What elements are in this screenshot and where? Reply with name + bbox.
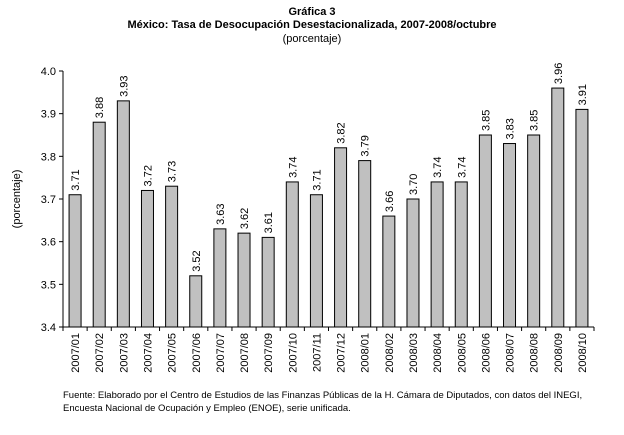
bar-value-label: 3.85 <box>480 110 492 131</box>
bar <box>334 147 348 328</box>
bar-value-label: 3.72 <box>142 165 154 186</box>
x-tick-label: 2007/05 <box>167 333 179 373</box>
x-tick-label: 2007/04 <box>142 333 154 373</box>
x-tick-label: 2007/08 <box>239 333 251 373</box>
bar <box>382 215 396 328</box>
bar <box>430 181 444 328</box>
x-tick-label: 2008/03 <box>408 333 420 373</box>
y-tick-label: 3.8 <box>41 151 56 163</box>
x-tick-label: 2008/05 <box>456 333 468 373</box>
x-tick-label: 2008/08 <box>529 333 541 373</box>
bar-value-label: 3.63 <box>215 203 227 224</box>
x-tick-label: 2008/04 <box>432 333 444 373</box>
bar <box>261 236 275 328</box>
y-tick-label: 3.6 <box>41 237 56 249</box>
plot-area: 3.4 3.5 3.6 3.7 3.8 3.9 4.0 (porcentaje) 3.71 200… <box>11 63 595 373</box>
bar-value-label: 3.79 <box>360 135 372 156</box>
x-tick-label: 2007/11 <box>311 333 323 372</box>
bar <box>165 185 179 328</box>
bar-value-label: 3.96 <box>553 63 565 84</box>
bar <box>406 198 420 328</box>
bar-value-label: 3.74 <box>287 157 299 178</box>
bar-value-label: 3.83 <box>505 118 517 139</box>
x-tick-label: 2007/10 <box>287 333 299 373</box>
bar-value-label: 3.52 <box>191 250 203 271</box>
bar-value-label: 3.61 <box>263 212 275 233</box>
bar-value-label: 3.93 <box>118 75 130 96</box>
bar <box>213 228 227 328</box>
x-tick-label: 2007/09 <box>263 333 275 373</box>
x-tick-label: 2008/01 <box>360 333 372 373</box>
bar-value-label: 3.91 <box>577 84 589 105</box>
bar <box>527 134 541 328</box>
y-tick-label: 4.0 <box>41 66 56 78</box>
x-tick-label: 2007/03 <box>118 333 130 373</box>
bar <box>92 121 106 328</box>
bar-value-label: 3.82 <box>336 122 348 143</box>
chart-title-line2: México: Tasa de Desocupación Desestacion… <box>127 19 497 31</box>
bar <box>551 87 565 328</box>
bar <box>503 143 517 328</box>
chart: Gráfica 3 México: Tasa de Desocupación D… <box>11 6 595 373</box>
bar-value-label: 3.62 <box>239 208 251 229</box>
bar <box>454 181 468 328</box>
y-tick-label: 3.5 <box>41 279 56 291</box>
chart-title-line1: Gráfica 3 <box>288 6 336 18</box>
bar <box>478 134 492 328</box>
x-tick-label: 2007/02 <box>94 333 106 373</box>
bar <box>68 194 82 328</box>
x-tick-label: 2007/06 <box>191 333 203 373</box>
bar <box>116 100 130 328</box>
bar-value-label: 3.85 <box>529 110 541 131</box>
bar-value-label: 3.70 <box>408 174 420 195</box>
bar <box>285 181 299 328</box>
x-tick-label: 2008/06 <box>480 333 492 373</box>
x-tick-label: 2007/12 <box>336 333 348 373</box>
bar-value-label: 3.88 <box>94 97 106 118</box>
bar <box>575 108 589 328</box>
x-tick-label: 2008/07 <box>505 333 517 373</box>
x-tick-label: 2007/07 <box>215 333 227 373</box>
bar-value-label: 3.74 <box>432 157 444 178</box>
bar-value-label: 3.66 <box>384 191 396 212</box>
bar-value-label: 3.73 <box>167 161 179 182</box>
bar-value-label: 3.71 <box>311 169 323 190</box>
bar <box>140 189 154 328</box>
y-axis-title: (porcentaje) <box>11 170 23 229</box>
y-tick-label: 3.7 <box>41 194 56 206</box>
y-tick-label: 3.9 <box>41 109 56 121</box>
bar <box>309 194 323 328</box>
x-tick-label: 2008/09 <box>553 333 565 373</box>
bar <box>189 275 203 328</box>
y-tick-label: 3.4 <box>41 322 56 334</box>
x-tick-label: 2008/10 <box>577 333 589 373</box>
chart-subtitle: (porcentaje) <box>282 33 342 45</box>
bar-value-label: 3.71 <box>70 169 82 190</box>
x-tick-label: 2008/02 <box>384 333 396 373</box>
bar <box>358 160 372 328</box>
bar-value-label: 3.74 <box>456 157 468 178</box>
bar <box>237 232 251 328</box>
source-note: Fuente: Elaborado por el Centro de Estud… <box>63 390 583 414</box>
x-tick-label: 2007/01 <box>70 333 82 373</box>
